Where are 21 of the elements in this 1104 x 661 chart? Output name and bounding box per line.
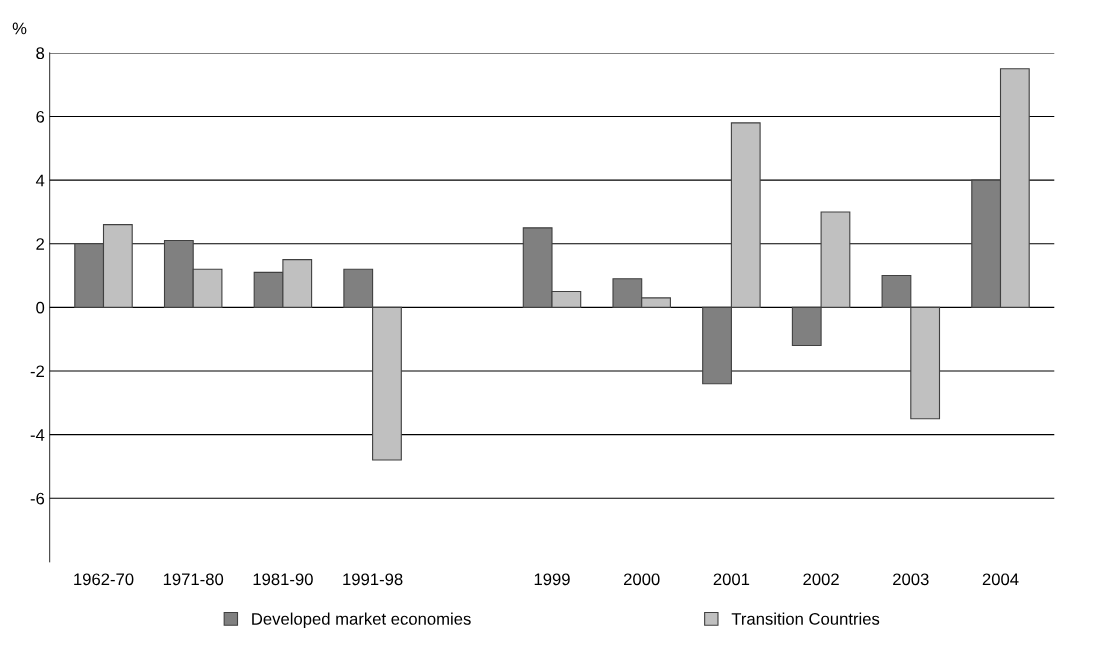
y-tick-label: -2: [30, 365, 44, 378]
x-tick-label: 1971-80: [163, 573, 224, 586]
x-tick-label: 1962-70: [74, 573, 134, 586]
legend-label: Developed market economies: [252, 612, 471, 629]
y-axis-title: %: [12, 22, 27, 35]
x-tick-label: 1981-90: [253, 573, 313, 586]
y-tick-label: 8: [36, 47, 45, 60]
y-tick-label: -4: [30, 429, 45, 441]
y-tick-label: 6: [36, 110, 45, 123]
x-tick-label: 2000: [624, 573, 660, 586]
y-tick-label: 2: [36, 238, 44, 250]
legend-label: Transition Countries: [731, 612, 880, 625]
y-tick-label: -6: [30, 492, 45, 505]
x-tick-label: 2004: [982, 573, 1019, 586]
x-tick-label: 2003: [893, 573, 929, 586]
y-tick-label: 0: [36, 301, 45, 314]
x-tick-label: 2002: [803, 573, 839, 586]
x-tick-label: 1991-98: [343, 573, 403, 586]
x-tick-label: 2001: [713, 573, 750, 586]
x-tick-label: 1999: [534, 573, 570, 586]
y-tick-label: 4: [35, 174, 45, 187]
